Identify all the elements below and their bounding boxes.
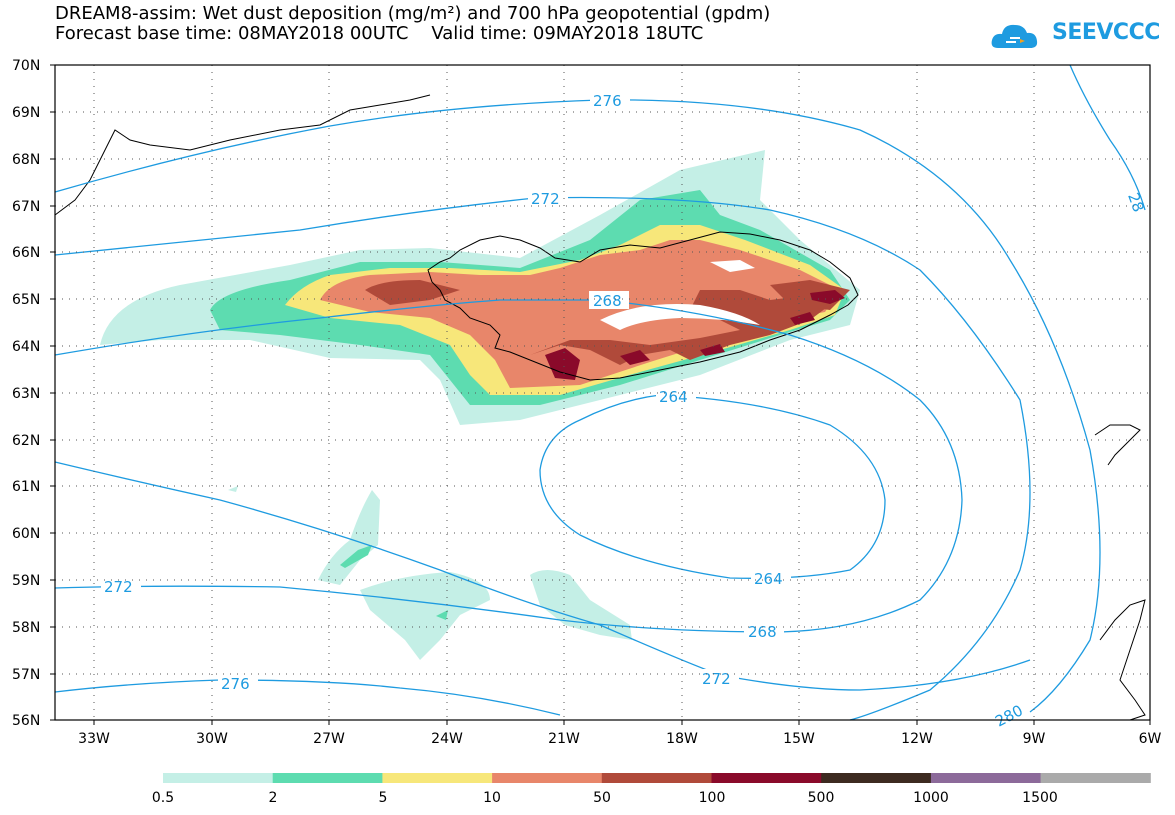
colorbar-label: 100 (699, 790, 726, 806)
contour-label: 28 (1124, 190, 1147, 214)
colorbar-swatch (711, 773, 822, 783)
colorbar-swatch (163, 773, 274, 783)
lat-label: 66N (12, 245, 40, 261)
axis-ticks (50, 64, 1151, 725)
lat-label: 59N (12, 573, 40, 589)
lat-label: 67N (12, 199, 40, 215)
lon-label: 33W (78, 731, 110, 747)
lat-label: 58N (12, 620, 40, 636)
colorbar-label: 1500 (1022, 790, 1058, 806)
contour-label: 276 (593, 92, 622, 110)
cloud-logo-icon (991, 24, 1038, 48)
map-grid (55, 65, 1150, 720)
colorbar-label: 2 (269, 790, 278, 806)
lat-label: 56N (12, 713, 40, 729)
lon-label: 15W (783, 731, 815, 747)
contour-label: 268 (748, 623, 777, 641)
lat-label: 69N (12, 105, 40, 121)
lat-label: 61N (12, 479, 40, 495)
lon-label: 24W (431, 731, 463, 747)
geopotential-contours (54, 64, 1146, 721)
colorbar-swatch (601, 773, 712, 783)
lat-label: 63N (12, 386, 40, 402)
lat-label: 62N (12, 433, 40, 449)
lat-label: 60N (12, 526, 40, 542)
lon-label: 12W (901, 731, 933, 747)
colorbar-swatch (1040, 773, 1151, 783)
contour-label: 272 (702, 670, 731, 688)
lat-label: 64N (12, 339, 40, 355)
colorbar-label: 1000 (913, 790, 949, 806)
contour-label: 272 (531, 190, 560, 208)
lat-label: 65N (12, 292, 40, 308)
colorbar-swatch (930, 773, 1042, 783)
dust-deposition-field (100, 150, 860, 660)
lon-label: 21W (548, 731, 580, 747)
lon-label: 30W (196, 731, 228, 747)
lon-label: 18W (666, 731, 698, 747)
contour-label: 280 (992, 701, 1026, 730)
colorbar-swatch (492, 773, 603, 783)
map-title: DREAM8-assim: Wet dust deposition (mg/m²… (55, 3, 771, 24)
contour-label: 268 (593, 292, 622, 310)
longitude-labels: 33W 30W 27W 24W 21W 18W 15W 12W 9W 6W (78, 731, 1161, 747)
logo-text: SEEVCCC (1052, 20, 1160, 45)
lon-label: 27W (313, 731, 345, 747)
colorbar-label: 5 (379, 790, 388, 806)
colorbar-label: 10 (483, 790, 501, 806)
contour-label: 272 (104, 578, 133, 596)
contour-label: 264 (754, 570, 783, 588)
colorbar-swatch (821, 773, 932, 783)
contour-label: 264 (659, 388, 688, 406)
colorbar-label: 0.5 (152, 790, 174, 806)
latitude-labels: 70N 69N 68N 67N 66N 65N 64N 63N 62N 61N … (12, 58, 40, 729)
lat-label: 68N (12, 152, 40, 168)
contour-label: 276 (221, 675, 250, 693)
coastlines (54, 94, 1146, 721)
colorbar: 0.5 2 5 10 50 100 500 1000 1500 (152, 773, 1151, 806)
lon-label: 6W (1139, 731, 1162, 747)
colorbar-label: 500 (808, 790, 835, 806)
contour-labels: 276 272 268 264 264 268 272 276 272 280 … (101, 91, 1148, 731)
lat-label: 57N (12, 667, 40, 683)
colorbar-swatch (382, 773, 493, 783)
map-subtitle: Forecast base time: 08MAY2018 00UTC Vali… (55, 23, 704, 44)
lat-label: 70N (12, 58, 40, 74)
lon-label: 9W (1023, 731, 1046, 747)
colorbar-swatch (272, 773, 383, 783)
colorbar-label: 50 (593, 790, 611, 806)
